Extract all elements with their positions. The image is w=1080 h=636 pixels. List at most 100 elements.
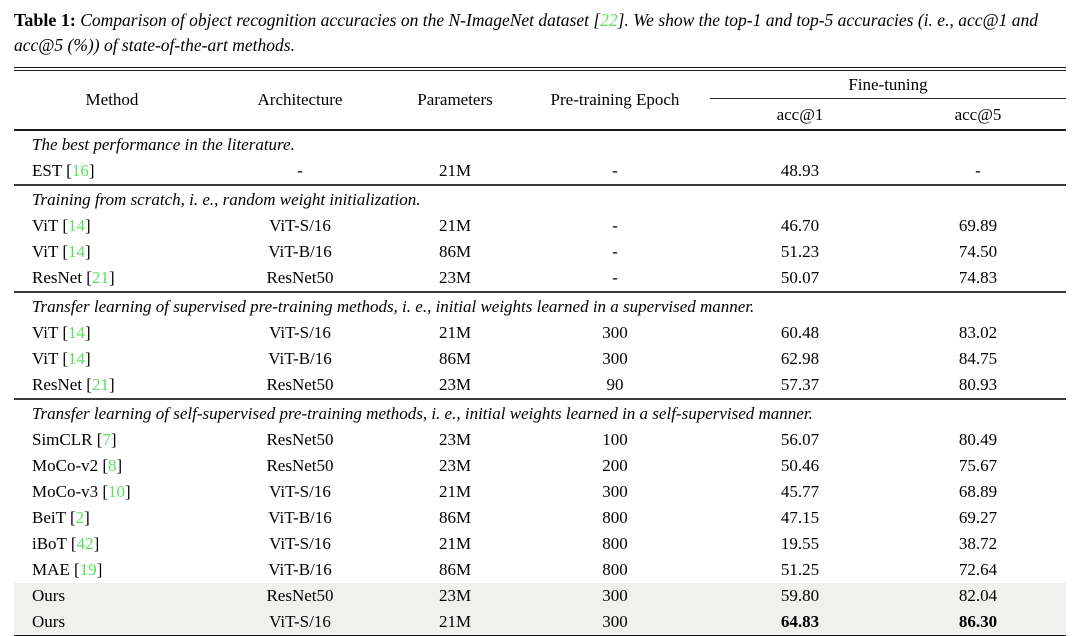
cell-acc1: 50.07 (780, 268, 820, 287)
cell-epoch: - (612, 242, 618, 261)
cell-method: EST [16] (32, 161, 95, 180)
cell-acc5: 74.50 (958, 242, 998, 261)
cell-epoch: 300 (602, 323, 628, 342)
cell-acc1: 56.07 (780, 430, 820, 449)
cell-method: iBoT [42] (32, 534, 100, 553)
cell-architecture: ViT-S/16 (269, 534, 331, 553)
table-body: The best performance in the literature. E… (14, 131, 1066, 636)
cell-architecture: ViT-S/16 (269, 216, 331, 235)
section-note: Transfer learning of supervised pre-trai… (32, 296, 755, 316)
cell-parameters: 21M (438, 482, 472, 501)
cell-parameters: 21M (438, 161, 472, 180)
section-note: The best performance in the literature. (32, 134, 295, 154)
cell-acc5: 68.89 (958, 482, 998, 501)
cell-architecture: ResNet50 (266, 268, 334, 287)
column-header-epoch: Pre-training Epoch (550, 90, 680, 109)
table-row: SimCLR [7] ResNet50 23M 100 56.07 80.49 (14, 427, 1066, 453)
cell-method: MAE [19] (32, 560, 103, 579)
cell-epoch: - (612, 216, 618, 235)
citation-ref: 14 (67, 323, 85, 342)
cell-parameters: 23M (438, 456, 472, 475)
column-header-parameters: Parameters (417, 90, 493, 109)
cell-architecture: ViT-B/16 (268, 349, 332, 368)
cell-method: ResNet [21] (32, 268, 115, 287)
cell-parameters: 23M (438, 375, 472, 394)
cell-parameters: 86M (438, 560, 472, 579)
cell-acc1: 19.55 (780, 534, 820, 553)
cell-acc5: 83.02 (958, 323, 998, 342)
cell-acc1: 51.25 (780, 560, 820, 579)
cell-architecture: ViT-B/16 (268, 560, 332, 579)
citation-ref: 16 (71, 161, 89, 180)
citation-ref: 14 (67, 349, 85, 368)
table-caption: Table 1: Comparison of object recognitio… (14, 8, 1066, 58)
table-row: ResNet [21] ResNet50 23M 90 57.37 80.93 (14, 372, 1066, 398)
table-caption-label: Table 1: (14, 10, 76, 30)
citation-ref: 42 (76, 534, 94, 553)
citation-ref: 14 (67, 216, 85, 235)
cell-architecture: ViT-S/16 (269, 482, 331, 501)
cell-architecture: ViT-S/16 (269, 323, 331, 342)
citation-ref: 22 (600, 10, 618, 30)
table-row: iBoT [42] ViT-S/16 21M 800 19.55 38.72 (14, 531, 1066, 557)
cell-acc1: 57.37 (780, 375, 820, 394)
cell-parameters: 23M (438, 586, 472, 605)
column-group-fine-tuning: Fine-tuning acc@1 acc@5 (710, 71, 1066, 129)
cell-parameters: 86M (438, 508, 472, 527)
cell-epoch: - (612, 161, 618, 180)
citation-ref: 2 (75, 508, 85, 527)
cell-method: MoCo-v2 [8] (32, 456, 123, 475)
table-row: Ours ResNet50 23M 300 59.80 82.04 (14, 583, 1066, 609)
cell-method: Ours (32, 586, 66, 605)
table-caption-text-after: ]. We show the top-1 and top-5 accuracie… (14, 10, 1038, 55)
cell-epoch: - (612, 268, 618, 287)
column-header-architecture: Architecture (257, 90, 343, 109)
cell-method: ViT [14] (32, 323, 91, 342)
column-header-acc5: acc@5 (954, 105, 1002, 124)
cell-acc5: 86.30 (958, 612, 998, 631)
citation-ref: 7 (102, 430, 111, 449)
cell-epoch: 90 (606, 375, 624, 394)
cell-acc1: 60.48 (780, 323, 820, 342)
column-header-acc1: acc@1 (776, 105, 824, 124)
cell-parameters: 86M (438, 349, 472, 368)
cell-parameters: 21M (438, 534, 472, 553)
cell-acc5: 38.72 (958, 534, 998, 553)
citation-ref: 14 (67, 242, 85, 261)
table-top-rule (14, 67, 1066, 71)
cell-epoch: 800 (602, 508, 628, 527)
citation-ref: 21 (91, 375, 109, 394)
cell-acc5: 75.67 (958, 456, 998, 475)
cell-method: Ours (32, 612, 66, 631)
cell-acc1: 50.46 (780, 456, 820, 475)
cell-parameters: 21M (438, 323, 472, 342)
cell-epoch: 800 (602, 560, 628, 579)
cell-acc5: 74.83 (958, 268, 998, 287)
cell-parameters: 23M (438, 268, 472, 287)
results-table: Method Architecture Parameters Pre-train… (14, 67, 1066, 636)
cell-acc1: 64.83 (780, 612, 820, 631)
cell-acc5: 80.93 (958, 375, 998, 394)
table-header: Method Architecture Parameters Pre-train… (14, 71, 1066, 129)
table-row: MAE [19] ViT-B/16 86M 800 51.25 72.64 (14, 557, 1066, 583)
section-divider-rule (14, 398, 1066, 400)
cell-architecture: ResNet50 (266, 586, 334, 605)
group-header-fine-tuning: Fine-tuning (710, 71, 1066, 99)
cell-epoch: 300 (602, 586, 628, 605)
cell-method: ViT [14] (32, 242, 91, 261)
citation-ref: 21 (91, 268, 109, 287)
table-row: ResNet [21] ResNet50 23M - 50.07 74.83 (14, 265, 1066, 291)
cell-architecture: ViT-B/16 (268, 242, 332, 261)
cell-epoch: 800 (602, 534, 628, 553)
table-row: Ours ViT-S/16 21M 300 64.83 86.30 (14, 609, 1066, 635)
cell-epoch: 200 (602, 456, 628, 475)
cell-acc5: 80.49 (958, 430, 998, 449)
cell-acc5: - (975, 161, 981, 180)
section-divider-rule (14, 291, 1066, 293)
table-row: ViT [14] ViT-S/16 21M - 46.70 69.89 (14, 213, 1066, 239)
table-row: ViT [14] ViT-B/16 86M - 51.23 74.50 (14, 239, 1066, 265)
table-row: MoCo-v2 [8] ResNet50 23M 200 50.46 75.67 (14, 453, 1066, 479)
cell-method: ViT [14] (32, 216, 91, 235)
cell-architecture: ResNet50 (266, 456, 334, 475)
section-note: Training from scratch, i. e., random wei… (32, 189, 421, 209)
